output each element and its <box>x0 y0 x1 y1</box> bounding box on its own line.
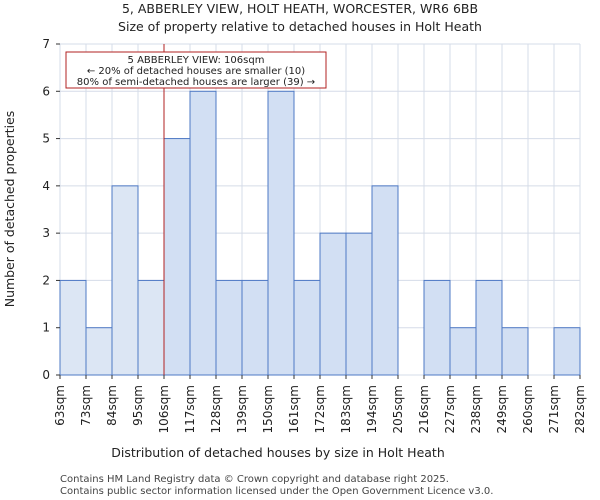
x-tick-label: 249sqm <box>495 385 509 433</box>
x-tick-label: 238sqm <box>469 385 483 433</box>
y-tick-label: 4 <box>42 179 50 193</box>
x-tick-label: 63sqm <box>53 385 67 426</box>
bar-128sqm <box>215 279 243 376</box>
y-tick-label: 3 <box>42 226 50 240</box>
bar-series <box>59 90 581 376</box>
annotation-border <box>65 51 327 89</box>
bar-271sqm <box>553 327 581 376</box>
footer-line-1: Contains HM Land Registry data © Crown c… <box>60 474 449 485</box>
x-tick-label: 227sqm <box>443 385 457 433</box>
bar-172sqm <box>319 232 347 376</box>
bar-249sqm <box>501 327 529 376</box>
y-axis-label: Number of detached properties <box>2 111 17 308</box>
x-tick-label: 282sqm <box>573 385 587 433</box>
annotation-line-2: ← 20% of detached houses are smaller (10… <box>87 66 305 77</box>
x-tick-label: 95sqm <box>131 385 145 426</box>
x-tick-label: 139sqm <box>235 385 249 433</box>
x-tick-label: 161sqm <box>287 385 301 433</box>
x-axis-ticks: 63sqm 73sqm 84sqm 95sqm 106sqm 117sqm 128sqm 13… <box>53 375 587 433</box>
y-axis-ticks: 0 1 2 3 4 5 6 7 <box>42 37 60 382</box>
bar-139sqm <box>241 279 269 376</box>
annotation-line-1: 5 ABBERLEY VIEW: 106sqm <box>128 55 265 66</box>
x-tick-label: 260sqm <box>521 385 535 433</box>
chart-title: 5, ABBERLEY VIEW, HOLT HEATH, WORCESTER,… <box>122 1 478 16</box>
bar-63sqm <box>59 279 87 376</box>
chart-subtitle: Size of property relative to detached ho… <box>118 19 482 34</box>
bar-150sqm <box>267 90 295 376</box>
x-tick-label: 117sqm <box>183 385 197 433</box>
x-tick-label: 73sqm <box>79 385 93 426</box>
bar-161sqm <box>293 279 321 376</box>
x-tick-label: 150sqm <box>261 385 275 433</box>
y-tick-label: 0 <box>42 368 50 382</box>
y-tick-label: 2 <box>42 273 50 287</box>
bar-117sqm <box>189 90 217 376</box>
bar-95sqm <box>137 279 165 376</box>
x-tick-label: 172sqm <box>313 385 327 433</box>
x-tick-label: 183sqm <box>339 385 353 433</box>
bar-238sqm <box>475 279 503 376</box>
x-tick-label: 271sqm <box>547 385 561 433</box>
bar-106sqm <box>163 138 191 376</box>
x-axis-label: Distribution of detached houses by size … <box>111 445 445 460</box>
x-tick-label: 205sqm <box>391 385 405 433</box>
x-tick-label: 128sqm <box>209 385 223 433</box>
x-tick-label: 106sqm <box>157 385 171 433</box>
annotation-box: 5 ABBERLEY VIEW: 106sqm ← 20% of detache… <box>65 51 327 89</box>
x-tick-label: 194sqm <box>365 385 379 433</box>
bar-183sqm <box>345 232 373 376</box>
y-tick-label: 7 <box>42 37 50 51</box>
x-tick-label: 84sqm <box>105 385 119 426</box>
y-tick-label: 6 <box>42 84 50 98</box>
y-tick-label: 5 <box>42 132 50 146</box>
bar-84sqm <box>111 185 139 376</box>
x-tick-label: 216sqm <box>417 385 431 433</box>
bar-216sqm <box>423 279 451 376</box>
bar-73sqm <box>85 327 113 376</box>
bar-227sqm <box>449 327 477 376</box>
y-tick-label: 1 <box>42 321 50 335</box>
footer-line-2: Contains public sector information licen… <box>60 486 493 497</box>
bar-194sqm <box>371 185 399 376</box>
annotation-line-3: 80% of semi-detached houses are larger (… <box>77 77 315 88</box>
